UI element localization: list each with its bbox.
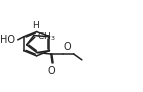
Text: CH$_3$: CH$_3$ [37,31,55,43]
Text: O: O [64,42,71,52]
Text: HO: HO [0,35,15,45]
Text: H: H [32,21,38,30]
Text: O: O [47,66,55,76]
